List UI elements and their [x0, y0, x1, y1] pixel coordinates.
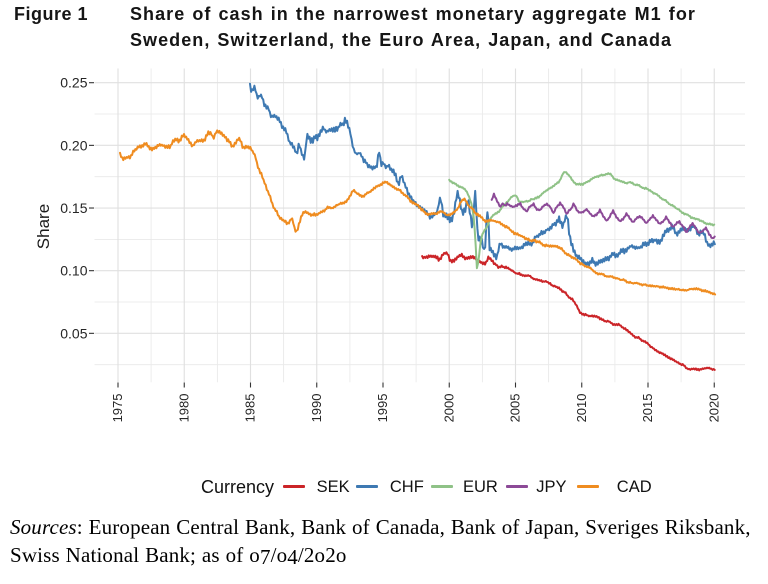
svg-text:Share: Share — [34, 204, 53, 249]
svg-text:1990: 1990 — [309, 394, 324, 423]
svg-text:1975: 1975 — [110, 394, 125, 423]
svg-text:1995: 1995 — [375, 394, 390, 423]
svg-text:0.15: 0.15 — [60, 200, 87, 216]
svg-text:0.20: 0.20 — [60, 137, 87, 153]
svg-text:0.10: 0.10 — [60, 263, 87, 279]
svg-text:0.25: 0.25 — [60, 75, 87, 91]
svg-text:2005: 2005 — [508, 394, 523, 423]
svg-text:2015: 2015 — [640, 394, 655, 423]
svg-text:2020: 2020 — [706, 394, 721, 423]
svg-text:2010: 2010 — [574, 394, 589, 423]
svg-text:0.05: 0.05 — [60, 325, 87, 341]
svg-text:1980: 1980 — [176, 394, 191, 423]
svg-text:1985: 1985 — [243, 394, 258, 423]
svg-text:2000: 2000 — [441, 394, 456, 423]
